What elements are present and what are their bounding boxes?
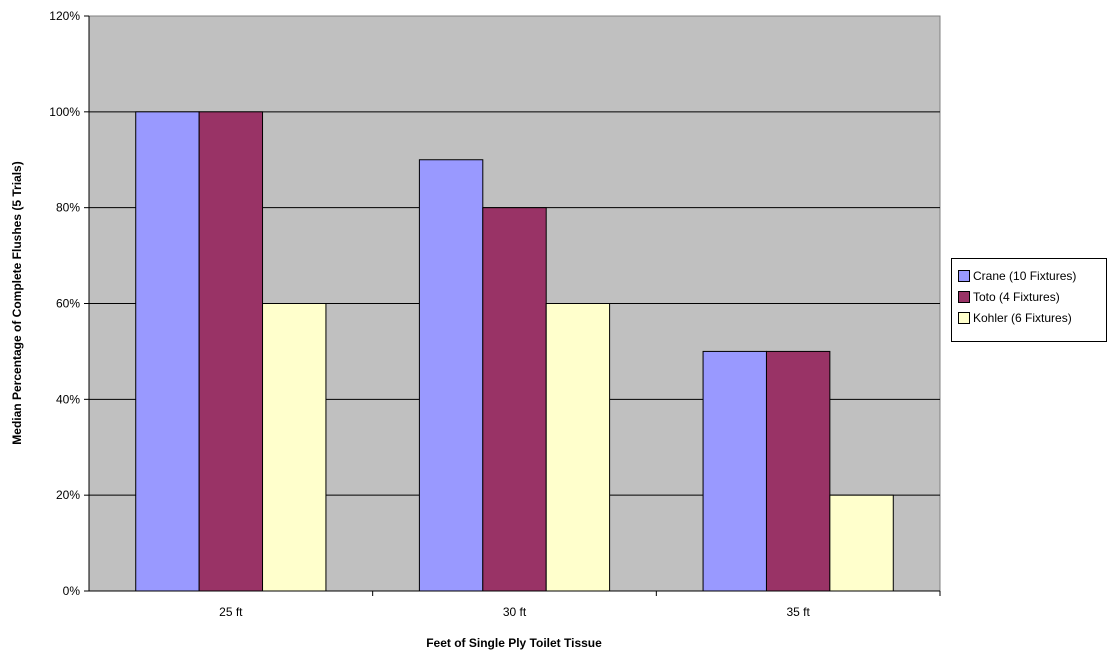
y-tick-label: 100% [49,105,80,119]
x-tick-labels: 25 ft 30 ft 35 ft [219,605,810,619]
y-axis-title: Median Percentage of Complete Flushes (5… [10,161,24,444]
bars [135,111,894,592]
x-tick-label: 25 ft [219,605,243,619]
bar [702,350,767,592]
y-tick-label: 20% [56,488,80,502]
axes [84,15,941,596]
bar [545,303,611,592]
legend-swatch [958,290,970,303]
x-tick-label: 30 ft [503,605,527,619]
legend: Crane (10 Fixtures) Toto (4 Fixtures) Kohl… [951,258,1107,342]
y-tick-label: 120% [49,9,80,23]
x-tick-label: 35 ft [786,605,810,619]
bar [765,350,831,592]
y-tick-label: 40% [56,392,80,406]
bar [262,303,327,592]
bar [482,207,547,592]
legend-item: Kohler (6 Fixtures) [958,307,1106,328]
bar [135,111,200,592]
legend-swatch [958,269,970,282]
legend-label: Toto (4 Fixtures) [973,289,1060,304]
x-axis-title: Feet of Single Ply Toilet Tissue [426,636,602,650]
legend-item: Crane (10 Fixtures) [958,265,1106,286]
legend-swatch [958,311,970,324]
y-tick-label: 80% [56,201,80,215]
legend-label: Kohler (6 Fixtures) [973,310,1072,325]
bar [418,159,484,592]
legend-item: Toto (4 Fixtures) [958,286,1106,307]
bar [829,494,894,592]
y-tick-labels: 0% 20% 40% 60% 80% 100% 120% [49,9,80,598]
legend-label: Crane (10 Fixtures) [973,268,1077,283]
y-tick-label: 0% [63,584,81,598]
bar [198,111,264,592]
y-tick-label: 60% [56,297,80,311]
